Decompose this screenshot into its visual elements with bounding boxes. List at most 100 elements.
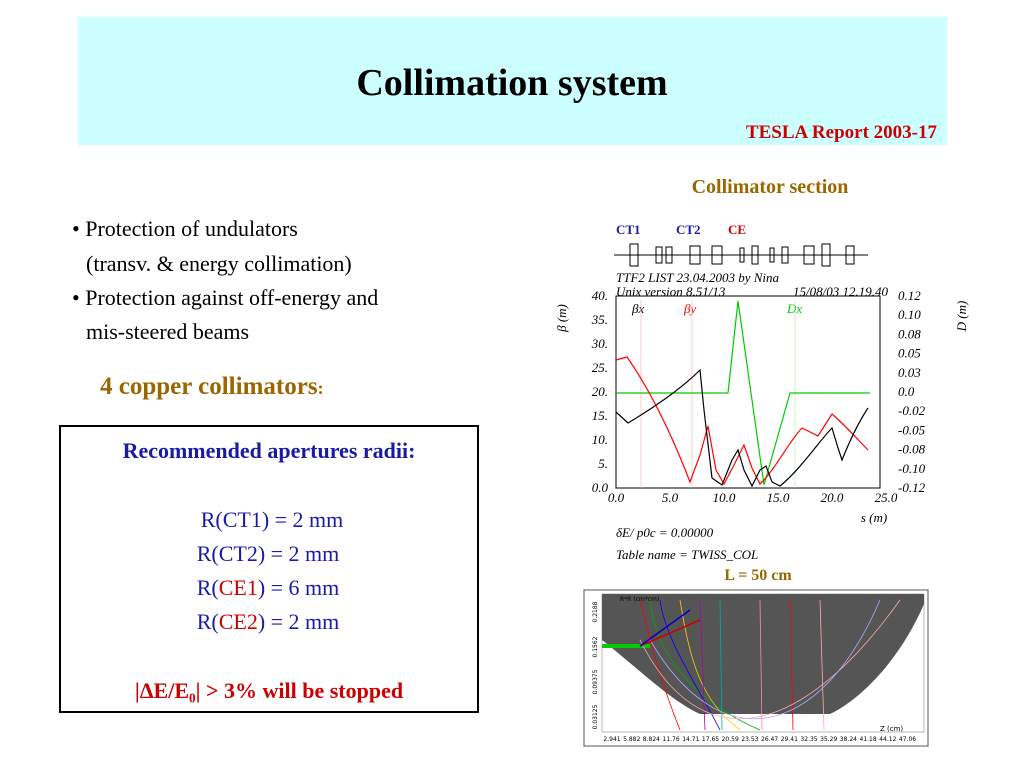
dx-curve	[616, 300, 870, 486]
bullets: • Protection of undulators (transv. & en…	[72, 216, 378, 344]
tracking-y-tick: 0.2188	[592, 601, 599, 622]
legend-entry: Dx	[786, 301, 802, 316]
y-tick-label: 35.	[591, 312, 608, 327]
tracking-x-tick: 2.941	[603, 736, 620, 743]
plot-header-line: TTF2 LIST 23.04.2003 by Nina	[616, 270, 780, 285]
x-tick-label: 0.0	[608, 490, 625, 505]
tracking-x-tick: 41.18	[860, 736, 877, 743]
length-label: L = 50 cm	[724, 567, 792, 584]
tracking-y-tick: 0.1562	[592, 636, 599, 657]
tracking-x-tick: 14.71	[682, 736, 699, 743]
source: TESLA Report 2003-17	[746, 122, 938, 143]
y2-tick-label: -0.10	[898, 461, 926, 476]
bullet: mis-steered beams	[86, 319, 249, 344]
suffix: ) = 2 mm	[262, 507, 343, 532]
subheading-text: 4 copper collimators	[100, 373, 318, 400]
aperture-line: R(CE2) = 2 mm	[197, 609, 340, 634]
tracking-y-tick: 0.03125	[592, 704, 599, 729]
element-label: CT1	[616, 222, 641, 237]
y-tick-label: 15.	[592, 408, 608, 423]
prefix: R(	[197, 609, 219, 634]
plot-footer-line: δE/ p0c = 0.00000	[616, 525, 714, 540]
x-axis-label: s (m)	[861, 510, 887, 525]
plot-footer: δE/ p0c = 0.00000 Table name = TWISS_COL	[616, 525, 758, 562]
y2-tick-label: 0.03	[898, 365, 921, 380]
legend-entry: βy	[683, 301, 696, 316]
betay-curve	[615, 356, 869, 486]
tracking-x-tick: 38.24	[840, 736, 857, 743]
tracking-x-tick: 17.65	[702, 736, 719, 743]
y-axis-label: β (m)	[554, 304, 569, 333]
tracking-x-tick: 23.53	[741, 736, 758, 743]
suffix: ) = 2 mm	[258, 541, 339, 566]
title-band	[78, 17, 947, 145]
plot-header: TTF2 LIST 23.04.2003 by Nina Unix versio…	[616, 270, 888, 299]
x-tick-label: 10.0	[713, 490, 736, 505]
plot-footer-line: Table name = TWISS_COL	[616, 547, 758, 562]
plot-frame	[615, 295, 881, 489]
tracking-x-tick: 11.76	[663, 736, 680, 743]
optics-curves	[615, 300, 870, 488]
tracking-x-tick: 44.12	[879, 736, 896, 743]
tracking-plot: Z (cm) R*R (cm*cm)	[583, 589, 929, 747]
bullet: • Protection against off-energy and	[72, 285, 378, 310]
tracking-x-tick: 8.824	[643, 736, 660, 743]
y2-tick-label: 0.0	[898, 384, 915, 399]
bullet: • Protection of undulators	[72, 216, 298, 241]
y-tick-label: 40.	[592, 288, 608, 303]
x-tick-label: 25.0	[875, 490, 898, 505]
prefix: R(	[201, 507, 223, 532]
plot-header-line: Unix version 8.51/13	[616, 284, 726, 299]
aperture-line: R(CT2) = 2 mm	[197, 541, 340, 566]
suffix: ) = 6 mm	[258, 575, 339, 600]
aperture-text: Recommended apertures radii: R(CT1) = 2 …	[123, 438, 416, 703]
prefix: R(	[197, 575, 219, 600]
subheading-colon: :	[318, 378, 324, 398]
aperture-line: R(CT1) = 2 mm	[201, 507, 344, 532]
tracking-y-label: R*R (cm*cm)	[620, 596, 659, 603]
y-tick-label: 10.	[592, 432, 608, 447]
lattice	[614, 243, 868, 267]
legend-entry: βx	[631, 301, 644, 316]
tracking-x-tick: 32.35	[800, 736, 817, 743]
element-label: CT2	[676, 222, 701, 237]
y2-tick-label: -0.05	[898, 422, 926, 437]
plot-header-line: 15/08/03 12.19.40	[793, 284, 888, 299]
y2-tick-label: 0.05	[898, 346, 921, 361]
tracking-x-tick: 5.882	[623, 736, 640, 743]
y-tick-label: 30.	[591, 336, 608, 351]
x-tick-label: 15.0	[767, 490, 790, 505]
y2-tick-label: -0.08	[898, 442, 926, 457]
tracking-x-tick: 35.29	[820, 736, 837, 743]
element-label: CE	[728, 222, 746, 237]
y2-tick-label: 0.12	[898, 288, 921, 303]
tracking-x-tick: 26.47	[761, 736, 778, 743]
aperture-title: Recommended apertures radii:	[123, 438, 416, 463]
title: Collimation system	[356, 62, 667, 104]
y-tick-label: 0.0	[592, 480, 609, 495]
subheading: 4 copper collimators:	[100, 373, 324, 400]
suffix: ) = 2 mm	[258, 609, 339, 634]
tracking-x-tick: 47.06	[899, 736, 916, 743]
betax-curve	[615, 368, 869, 488]
figure-caption: Collimator section	[692, 176, 849, 198]
tracking-x-tick: 29.41	[781, 736, 798, 743]
tracking-x-label: Z (cm)	[880, 725, 903, 733]
name: CT2	[219, 541, 258, 566]
bullet: (transv. & energy collimation)	[86, 251, 352, 276]
aperture-line: R(CE1) = 6 mm	[197, 575, 340, 600]
tracking-x-tick: 20.59	[722, 736, 739, 743]
y2-tick-label: -0.02	[898, 403, 926, 418]
x-tick-label: 20.0	[821, 490, 844, 505]
element-labels: CT1 CT2 CE	[616, 222, 746, 237]
prefix: R(	[197, 541, 219, 566]
legend: βx βy Dx	[631, 301, 802, 316]
stopped: |ΔE/E₀| > 3% will be stopped	[135, 678, 403, 703]
tracking-y-tick: 0.09375	[592, 669, 599, 694]
aperture-box	[59, 425, 479, 713]
name: CE2	[219, 609, 258, 634]
y-tick-label: 5.	[598, 456, 608, 471]
y-tick-label: 20.	[592, 384, 608, 399]
y2-tick-label: 0.08	[898, 326, 921, 341]
